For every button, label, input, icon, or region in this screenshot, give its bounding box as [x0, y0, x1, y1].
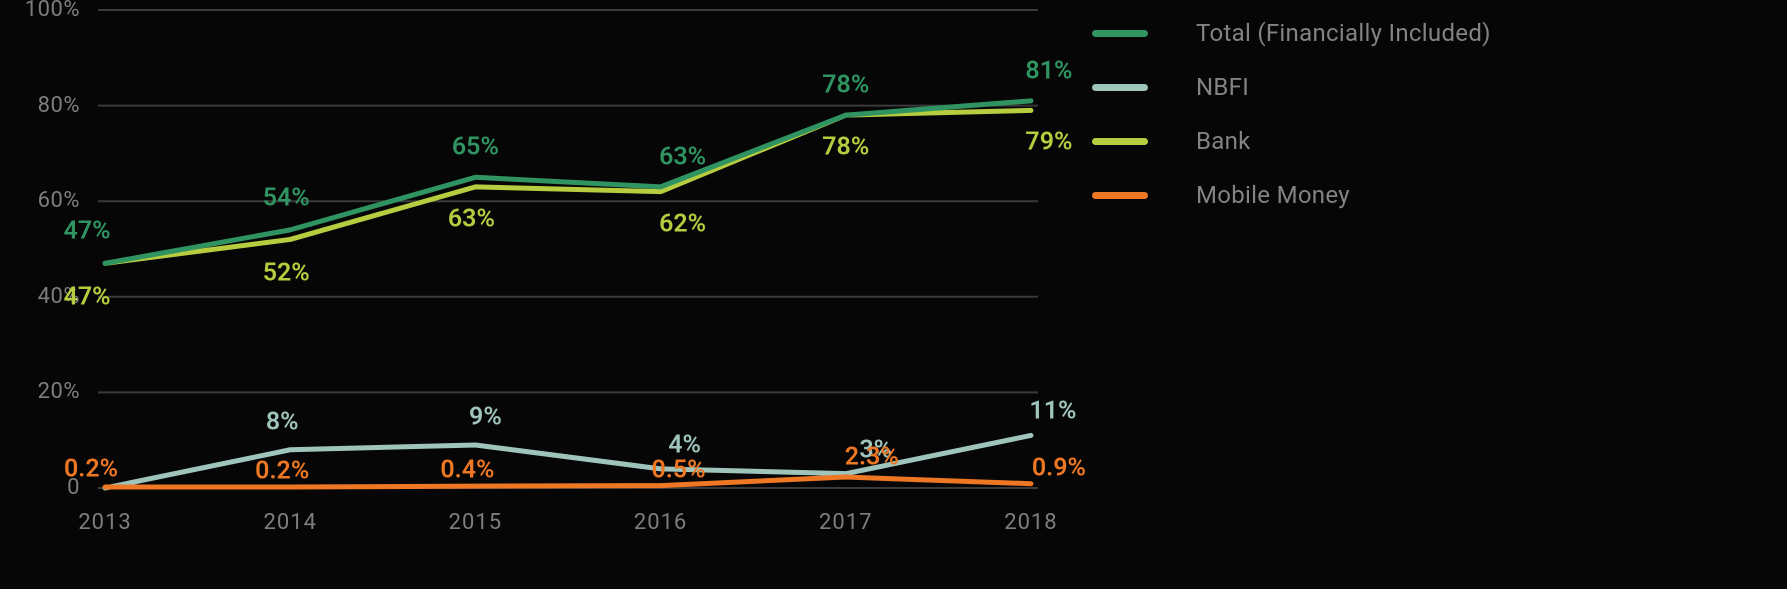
- series-label-nbfi: 9%: [469, 402, 502, 431]
- series-label-total: 47%: [64, 217, 111, 246]
- series-label-mobile: 0.2%: [64, 455, 118, 484]
- series-label-bank: 78%: [822, 133, 869, 162]
- legend-label: Mobile Money: [1196, 181, 1350, 209]
- legend-swatch: [1092, 138, 1148, 145]
- legend: Total (Financially Included) NBFI Bank Mobi…: [1092, 6, 1491, 222]
- legend-swatch: [1092, 192, 1148, 199]
- series-label-mobile: 0.2%: [255, 457, 309, 486]
- x-tick-label: 2015: [425, 510, 525, 535]
- legend-label: NBFI: [1196, 73, 1249, 101]
- legend-label: Total (Financially Included): [1196, 19, 1491, 47]
- x-tick-label: 2014: [240, 510, 340, 535]
- series-label-nbfi: 11%: [1029, 397, 1076, 426]
- chart-container: Total (Financially Included) NBFI Bank Mobi…: [0, 0, 1787, 589]
- series-label-total: 63%: [659, 142, 706, 171]
- series-label-bank: 63%: [448, 204, 495, 233]
- series-label-bank: 52%: [263, 259, 310, 288]
- legend-item-total: Total (Financially Included): [1092, 6, 1491, 60]
- series-label-nbfi: 8%: [266, 407, 299, 436]
- series-label-bank: 47%: [64, 283, 111, 312]
- y-tick-label: 100%: [0, 0, 80, 22]
- series-label-mobile: 2.3%: [845, 443, 899, 472]
- y-tick-label: 80%: [0, 93, 80, 118]
- legend-item-mobile: Mobile Money: [1092, 168, 1491, 222]
- y-tick-label: 20%: [0, 379, 80, 404]
- series-label-bank: 62%: [659, 209, 706, 238]
- x-tick-label: 2018: [981, 510, 1081, 535]
- series-line-mobile: [105, 477, 1031, 487]
- legend-item-nbfi: NBFI: [1092, 60, 1491, 114]
- series-label-mobile: 0.9%: [1032, 453, 1086, 482]
- series-label-bank: 79%: [1025, 128, 1072, 157]
- series-label-total: 78%: [822, 71, 869, 100]
- series-label-total: 54%: [263, 183, 310, 212]
- legend-label: Bank: [1196, 127, 1251, 155]
- legend-item-bank: Bank: [1092, 114, 1491, 168]
- legend-swatch: [1092, 30, 1148, 37]
- series-label-total: 65%: [452, 133, 499, 162]
- series-label-mobile: 0.5%: [652, 455, 706, 484]
- series-label-mobile: 0.4%: [440, 456, 494, 485]
- x-tick-label: 2017: [796, 510, 896, 535]
- x-tick-label: 2013: [55, 510, 155, 535]
- legend-swatch: [1092, 84, 1148, 91]
- x-tick-label: 2016: [611, 510, 711, 535]
- series-line-total: [105, 101, 1031, 264]
- y-tick-label: 60%: [0, 188, 80, 213]
- series-label-total: 81%: [1025, 56, 1072, 85]
- chart-svg: [0, 0, 1787, 589]
